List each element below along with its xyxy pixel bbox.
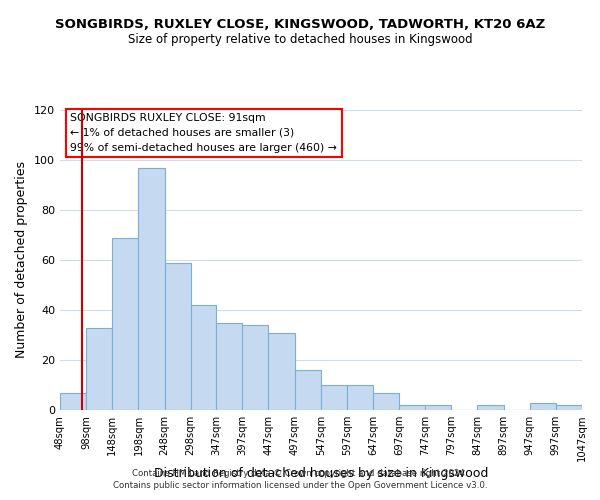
Bar — [321, 385, 347, 410]
Bar — [478, 405, 503, 410]
Bar — [425, 405, 451, 410]
Bar — [373, 392, 399, 410]
Text: Contains HM Land Registry data © Crown copyright and database right 2024.: Contains HM Land Registry data © Crown c… — [132, 468, 468, 477]
X-axis label: Distribution of detached houses by size in Kingswood: Distribution of detached houses by size … — [154, 467, 488, 480]
Text: Contains public sector information licensed under the Open Government Licence v3: Contains public sector information licen… — [113, 481, 487, 490]
Bar — [530, 402, 556, 410]
Bar — [556, 405, 582, 410]
Text: Size of property relative to detached houses in Kingswood: Size of property relative to detached ho… — [128, 32, 472, 46]
Bar — [216, 322, 242, 410]
Bar — [347, 385, 373, 410]
Bar — [268, 332, 295, 410]
Bar — [191, 305, 216, 410]
Bar — [139, 168, 164, 410]
Bar — [399, 405, 425, 410]
Y-axis label: Number of detached properties: Number of detached properties — [16, 162, 28, 358]
Bar — [295, 370, 321, 410]
Bar — [242, 325, 268, 410]
Text: SONGBIRDS, RUXLEY CLOSE, KINGSWOOD, TADWORTH, KT20 6AZ: SONGBIRDS, RUXLEY CLOSE, KINGSWOOD, TADW… — [55, 18, 545, 30]
Bar — [112, 238, 139, 410]
Text: SONGBIRDS RUXLEY CLOSE: 91sqm
← 1% of detached houses are smaller (3)
99% of sem: SONGBIRDS RUXLEY CLOSE: 91sqm ← 1% of de… — [70, 113, 337, 152]
Bar — [86, 328, 112, 410]
Bar — [164, 262, 191, 410]
Bar — [60, 392, 86, 410]
